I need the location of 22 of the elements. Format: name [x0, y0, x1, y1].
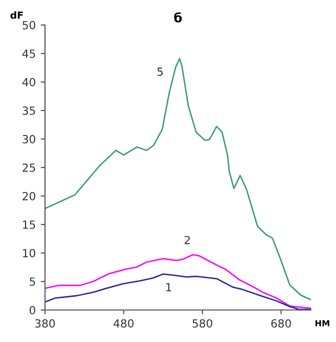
x-tick-label: 380	[35, 319, 55, 328]
x-tick-label: 680	[271, 319, 291, 328]
y-tick-label: 45	[22, 50, 35, 58]
y-tick-label: 30	[22, 134, 36, 144]
x-axis-title: НМ	[316, 320, 330, 326]
series-label: 1	[166, 283, 172, 292]
chart-title: б	[174, 12, 182, 22]
y-tick-label: 50	[22, 20, 36, 30]
y-tick-label: 15	[23, 220, 35, 229]
y-tick-label: 20	[22, 192, 36, 200]
x-tick-label: 580	[192, 319, 212, 328]
y-axis-title: dF	[10, 11, 23, 19]
y-tick-label: 10	[23, 248, 36, 258]
y-tick-label: 40	[22, 78, 36, 86]
y-tick-label: 25	[22, 163, 35, 172]
series-label: 2	[184, 236, 190, 244]
line-series	[45, 58, 311, 300]
series-label: 5	[157, 68, 163, 76]
x-tick-label: 480	[114, 319, 134, 328]
y-tick-label: 0	[30, 306, 36, 314]
y-tick-label: 35	[22, 106, 35, 115]
y-tick-label: 5	[30, 278, 35, 286]
